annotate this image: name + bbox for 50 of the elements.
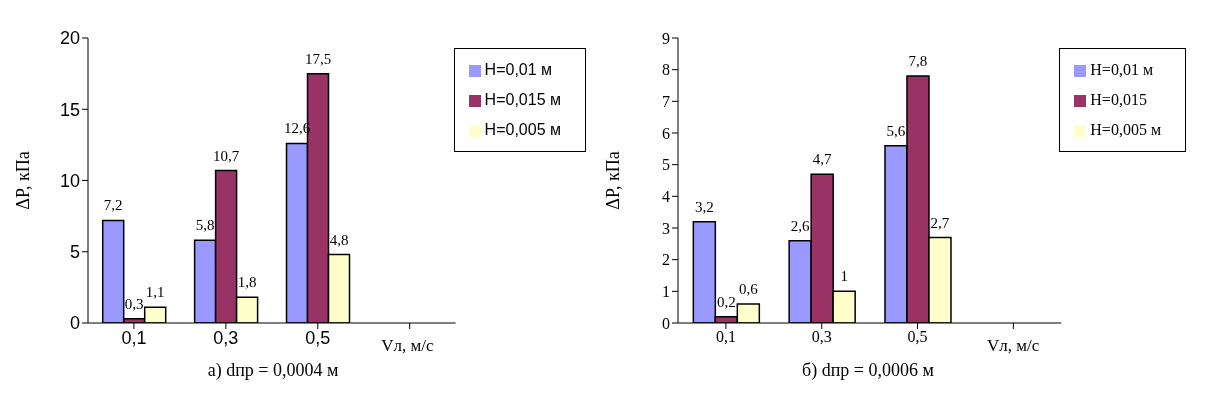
data-label: 4,7: [812, 151, 833, 168]
data-label: 2,7: [930, 214, 950, 231]
y-tick-label: 20: [59, 28, 80, 49]
y-tick-label: 1: [662, 283, 670, 301]
y-tick-label: 6: [662, 124, 670, 142]
x-axis-title: Vл, м/с: [987, 336, 1040, 355]
x-tick-label: 0,5: [907, 328, 928, 346]
y-tick-label: 0: [662, 314, 670, 332]
legend-label: H=0,01 м: [1090, 61, 1153, 78]
data-label: 2,6: [790, 217, 811, 234]
y-tick-label: 4: [662, 188, 670, 206]
y-tick-label: 15: [59, 99, 80, 120]
y-axis-title: ΔP, кПа: [13, 151, 34, 210]
y-axis-title: ΔP, кПа: [603, 151, 624, 210]
y-tick-label: 8: [662, 61, 670, 79]
text: б) dпр = 0,0006 м: [801, 360, 935, 381]
data-label: 0,2: [716, 293, 736, 310]
data-label: 3,2: [694, 198, 714, 215]
data-label: 5,6: [886, 122, 906, 139]
y-tick-label: 3: [662, 219, 670, 237]
data-label: 0,3: [124, 295, 144, 312]
legend-label: H=0,01 м: [484, 61, 553, 78]
y-tick-label: 2: [662, 251, 670, 269]
data-label: 7,2: [103, 197, 123, 214]
data-label: 17,5: [304, 50, 332, 67]
x-tick-label: 0,5: [305, 327, 331, 348]
data-label: 5,8: [195, 217, 215, 234]
x-axis-title: Vл, м/с: [381, 336, 435, 355]
legend-label: H=0,005 м: [484, 121, 561, 138]
legend-label: H=0,005 м: [1090, 121, 1161, 138]
data-label: 7,8: [908, 53, 928, 69]
data-label: 1,8: [237, 274, 257, 291]
legend-label: H=0,015 м: [484, 91, 561, 108]
data-label: 4,8: [329, 231, 349, 248]
x-tick-label: 0,1: [121, 327, 147, 348]
x-tick-label: 0,1: [715, 328, 736, 346]
x-tick-label: 0,3: [811, 328, 832, 346]
data-label: 1: [840, 268, 848, 285]
data-label: 10,7: [212, 147, 240, 164]
y-tick-label: 7: [662, 93, 670, 111]
y-tick-label: 9: [662, 29, 670, 47]
legend-label: H=0,015: [1090, 91, 1147, 108]
y-tick-label: 5: [662, 156, 670, 174]
y-tick-label: 0: [69, 313, 80, 334]
text: а) dпр = 0,0004 м: [206, 360, 340, 381]
y-tick-label: 5: [69, 242, 80, 263]
y-tick-label: 10: [59, 170, 80, 191]
x-tick-label: 0,3: [213, 327, 239, 348]
data-label: 1,1: [145, 284, 165, 301]
data-label: 0,6: [738, 281, 759, 297]
